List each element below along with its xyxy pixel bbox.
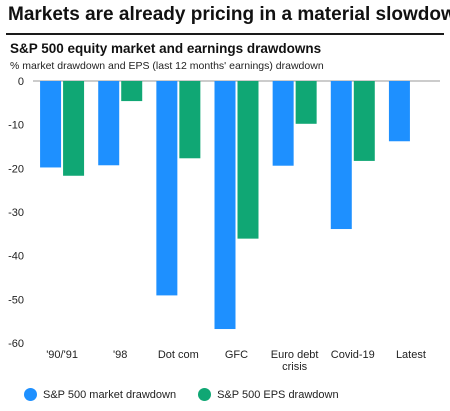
bar-eps	[63, 81, 85, 176]
y-tick-label: -40	[8, 251, 24, 263]
legend-item-eps: S&P 500 EPS drawdown	[198, 388, 339, 401]
bar-market	[272, 81, 294, 166]
x-tick-label: '90/'91	[46, 349, 78, 361]
bar-eps	[237, 81, 259, 239]
bar-market	[330, 81, 352, 230]
chart-subtitle: % market drawdown and EPS (last 12 month…	[10, 60, 324, 72]
y-tick-label: -50	[8, 294, 24, 306]
x-tick-label: Latest	[396, 349, 426, 361]
bar-eps	[353, 81, 375, 161]
legend-item-market: S&P 500 market drawdown	[24, 388, 176, 401]
x-tick-label: Euro debt crisis	[271, 349, 319, 373]
bar-eps	[179, 81, 201, 159]
bar-market	[214, 81, 236, 330]
legend-label-market: S&P 500 market drawdown	[43, 388, 177, 401]
y-tick-label: -10	[8, 120, 24, 132]
y-tick-label: -20	[8, 163, 24, 175]
x-tick-label: Dot com	[158, 349, 199, 361]
bar-market	[98, 81, 120, 166]
y-tick-label: -30	[8, 207, 24, 219]
headline: Markets are already pricing in a materia…	[8, 4, 450, 25]
headline-rule	[6, 33, 444, 35]
legend-swatch-market	[24, 388, 37, 401]
y-tick-label: 0	[18, 76, 24, 88]
y-tick-label: -60	[8, 338, 24, 350]
bar-eps	[121, 81, 143, 102]
legend-swatch-eps	[198, 388, 212, 401]
x-tick-label: GFC	[225, 349, 248, 361]
x-tick-label: Covid-19	[331, 349, 375, 361]
bar-market	[388, 81, 410, 142]
legend-label-eps: S&P 500 EPS drawdown	[217, 388, 339, 401]
chart-title: S&P 500 equity market and earnings drawd…	[10, 41, 322, 56]
bar-eps	[295, 81, 317, 124]
legend: S&P 500 market drawdown S&P 500 EPS draw…	[24, 388, 339, 401]
bar-market	[156, 81, 178, 296]
bar-market	[40, 81, 62, 168]
x-tick-label: '98	[113, 349, 127, 361]
